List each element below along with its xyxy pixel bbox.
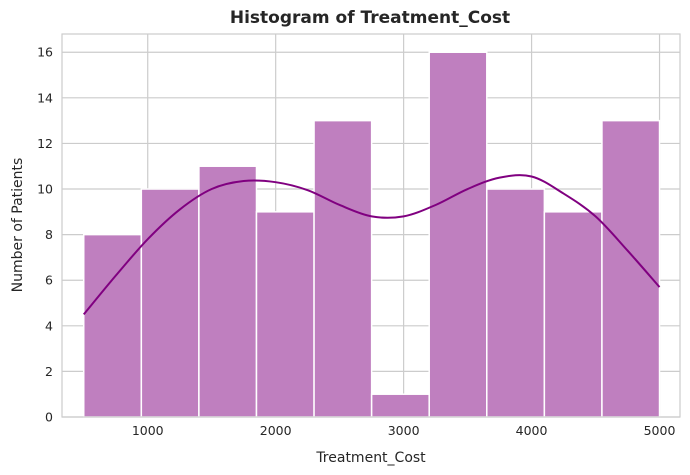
y-tick-label: 2 [45,364,53,379]
kde-curve [82,174,661,316]
x-tick-label: 2000 [260,423,292,438]
histogram-bars [83,51,661,418]
histogram-bar [543,211,603,418]
y-tick-labels: 0 2 4 6 8 10 12 14 16 [37,45,53,425]
histogram-bar [601,119,661,418]
y-tick-label: 8 [45,227,53,242]
plot-frame [61,33,681,418]
y-tick-label: 4 [45,318,53,333]
histogram-bar [255,211,315,418]
y-tick-label: 6 [45,273,53,288]
histogram-bar [486,188,546,418]
y-tick-label: 12 [37,136,53,151]
histogram-bar [140,188,200,418]
histogram-bar [313,119,373,418]
x-tick-label: 1000 [132,423,164,438]
x-tick-label: 5000 [644,423,676,438]
y-tick-label: 10 [37,182,53,197]
histogram-bar [370,393,430,418]
histogram-bar [83,233,143,418]
y-tick-label: 0 [45,410,53,425]
x-tick-label: 4000 [516,423,548,438]
x-tick-labels: 1000 2000 3000 4000 5000 [132,423,676,438]
y-axis-label: Number of Patients [10,158,26,293]
chart-title: Histogram of Treatment_Cost [230,8,510,28]
histogram-bar [198,165,258,418]
x-tick-label: 3000 [388,423,420,438]
histogram-bar [428,51,488,418]
x-axis-label: Treatment_Cost [315,450,426,466]
y-tick-label: 16 [37,45,53,60]
y-tick-label: 14 [37,90,53,105]
